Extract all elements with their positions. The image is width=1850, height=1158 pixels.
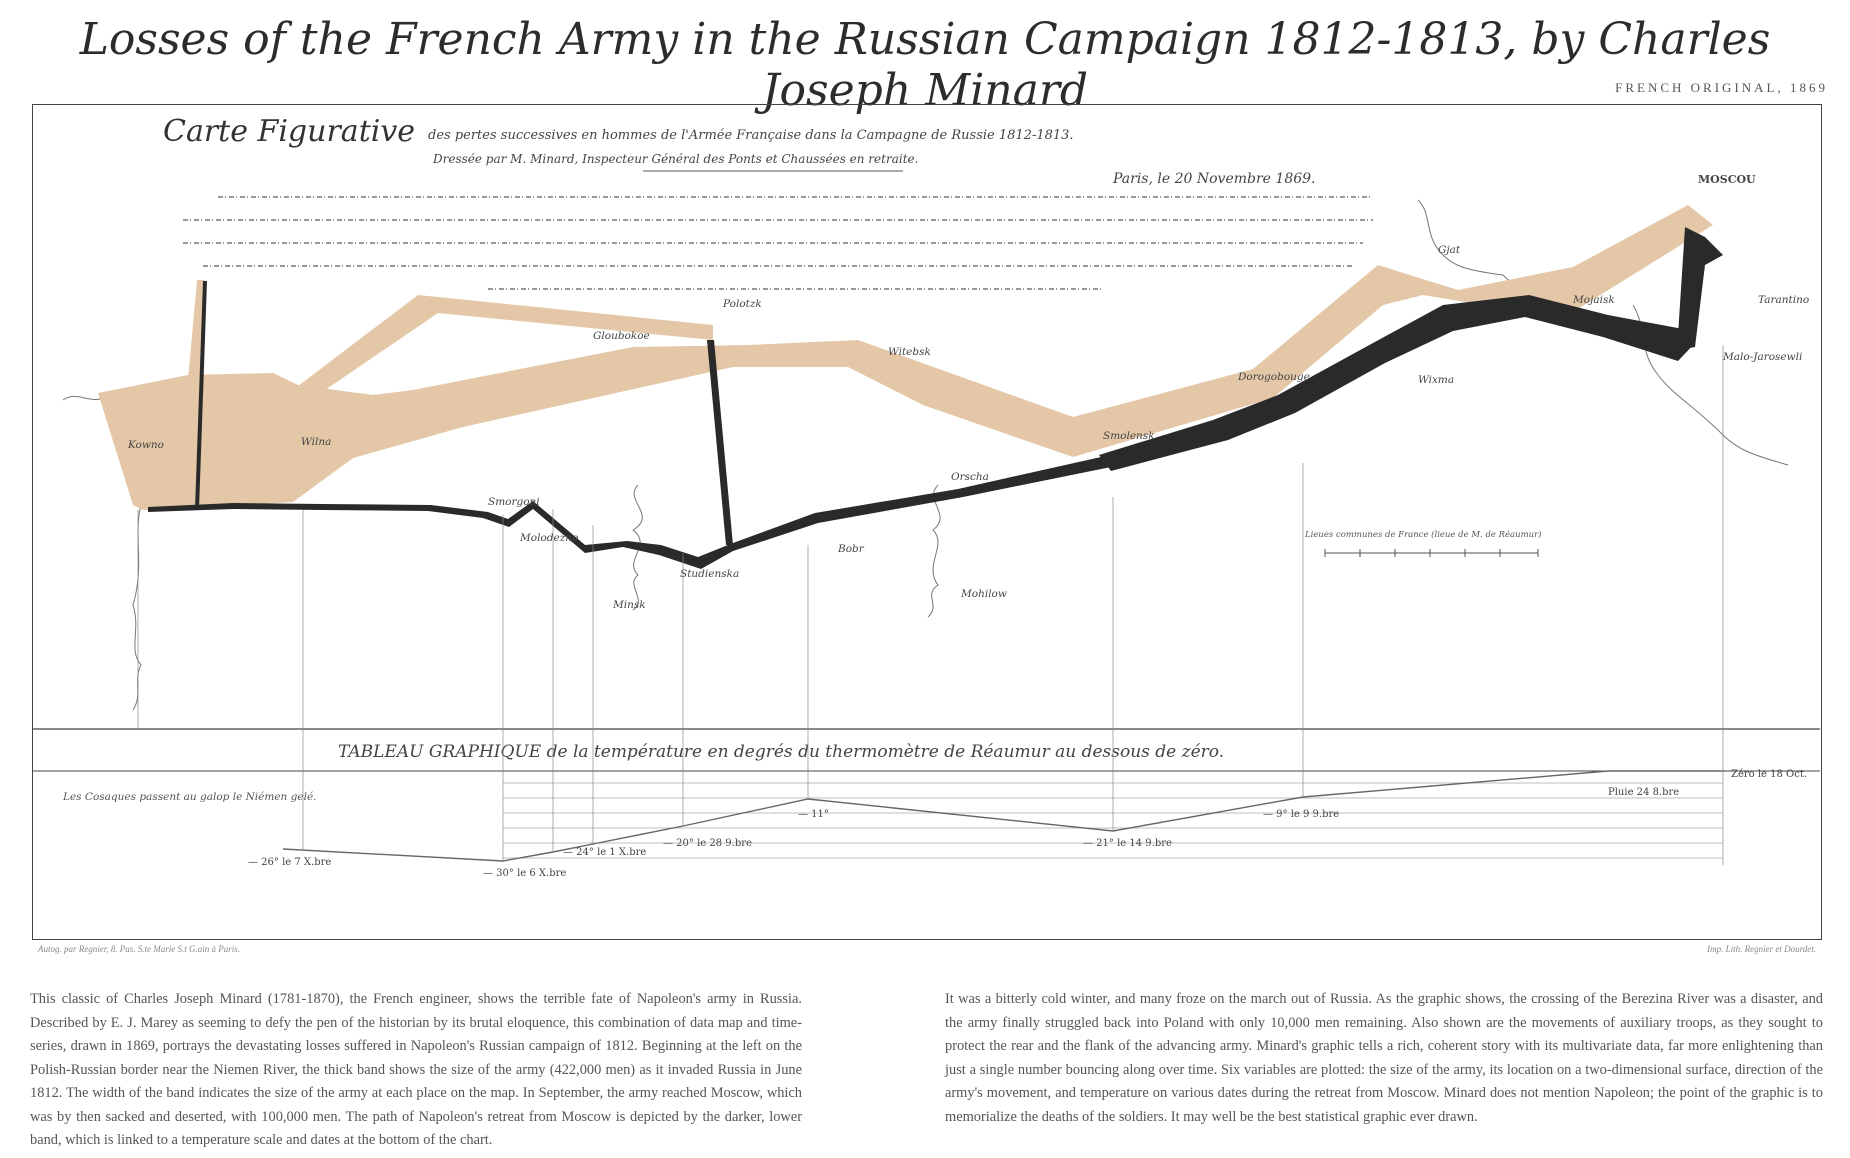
city-studienska: Studienska	[680, 568, 739, 580]
temp-note: Les Cosaques passent au galop le Niémen …	[62, 791, 317, 803]
map-frame: Carte Figurative des pertes successives …	[32, 104, 1822, 940]
city-mojaisk: Mojaisk	[1572, 294, 1615, 306]
city-orscha: Orscha	[951, 471, 989, 483]
distance-scale: Lieues communes de France (lieue de M. d…	[1304, 529, 1542, 557]
city-polotzk: Polotzk	[722, 298, 762, 310]
city-gjat: Gjat	[1438, 244, 1461, 256]
city-moscou: MOSCOU	[1698, 173, 1756, 186]
city-bobr: Bobr	[837, 543, 865, 555]
map-heading-rest: des pertes successives en hommes de l'Ar…	[428, 128, 1074, 143]
city-witebsk: Witebsk	[888, 346, 931, 358]
city-wixma: Wixma	[1418, 374, 1454, 386]
city-kowno: Kowno	[127, 439, 164, 451]
map-heading: Carte Figurative	[163, 114, 415, 149]
retreat-band	[148, 227, 1723, 569]
explanatory-text-lines	[183, 196, 1373, 290]
city-dorogobouge: Dorogobouge	[1237, 371, 1310, 383]
city-minsk: Minsk	[612, 599, 646, 611]
temp-label-7: — 30° le 6 X.bre	[483, 868, 566, 879]
city-tarantino: Tarantino	[1758, 294, 1809, 306]
temp-label-0: Zéro le 18 Oct.	[1731, 769, 1807, 780]
temp-label-8: — 26° le 7 X.bre	[248, 857, 331, 868]
caption-left: This classic of Charles Joseph Minard (1…	[30, 991, 802, 1148]
minard-map: Carte Figurative des pertes successives …	[33, 114, 1820, 879]
page-title: Losses of the French Army in the Russian…	[79, 14, 1771, 116]
map-place-date: Paris, le 20 Novembre 1869.	[1112, 171, 1316, 187]
temperature-table: TABLEAU GRAPHIQUE de la température en d…	[33, 345, 1820, 865]
table-title: TABLEAU GRAPHIQUE de la température en d…	[338, 742, 1224, 762]
temp-label-6: — 24° le 1 X.bre	[563, 847, 646, 858]
footer-left: Autog. par Regnier, 8. Pas. S.te Marie S…	[38, 944, 240, 954]
city-molodezno: Molodezno	[519, 532, 578, 544]
city-gloubokoe: Gloubokoe	[593, 330, 650, 342]
temp-label-2: — 9° le 9 9.bre	[1263, 809, 1339, 820]
original-note: FRENCH ORIGINAL, 1869	[1615, 80, 1828, 95]
city-smorgoni: Smorgoni	[488, 496, 540, 508]
caption-right: It was a bitterly cold winter, and many …	[945, 991, 1823, 1125]
footer-right: Imp. Lith. Regnier et Dourdet.	[1707, 944, 1816, 954]
city-mohilow: Mohilow	[960, 588, 1007, 600]
scale-label: Lieues communes de France (lieue de M. d…	[1304, 529, 1542, 540]
temp-label-5: — 20° le 28 9.bre	[663, 838, 752, 849]
temp-label-1: Pluie 24 8.bre	[1608, 787, 1679, 798]
temp-label-4: — 11°	[798, 809, 829, 820]
city-wilna: Wilna	[301, 436, 331, 448]
city-smolensk: Smolensk	[1103, 430, 1155, 442]
temp-label-3: — 21° le 14 9.bre	[1083, 838, 1172, 849]
city-malo: Malo-Jarosewli	[1722, 351, 1802, 363]
map-author-line: Dressée par M. Minard, Inspecteur Généra…	[432, 152, 918, 166]
